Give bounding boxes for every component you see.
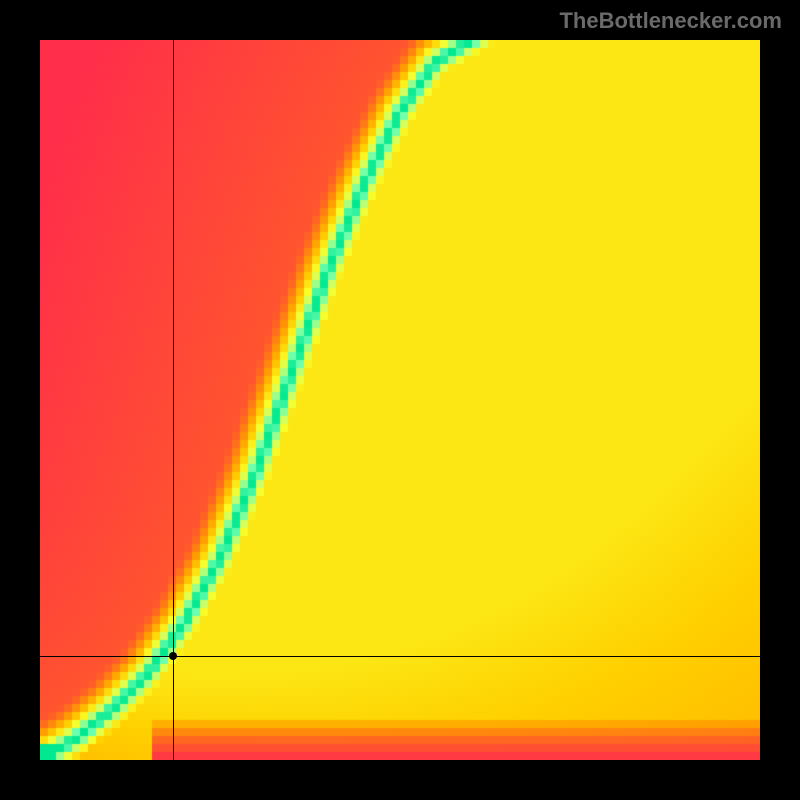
watermark: TheBottlenecker.com <box>559 8 782 34</box>
heatmap-canvas <box>40 40 760 760</box>
crosshair-marker <box>169 652 177 660</box>
heatmap-plot <box>40 40 760 760</box>
crosshair-horizontal <box>40 656 760 657</box>
